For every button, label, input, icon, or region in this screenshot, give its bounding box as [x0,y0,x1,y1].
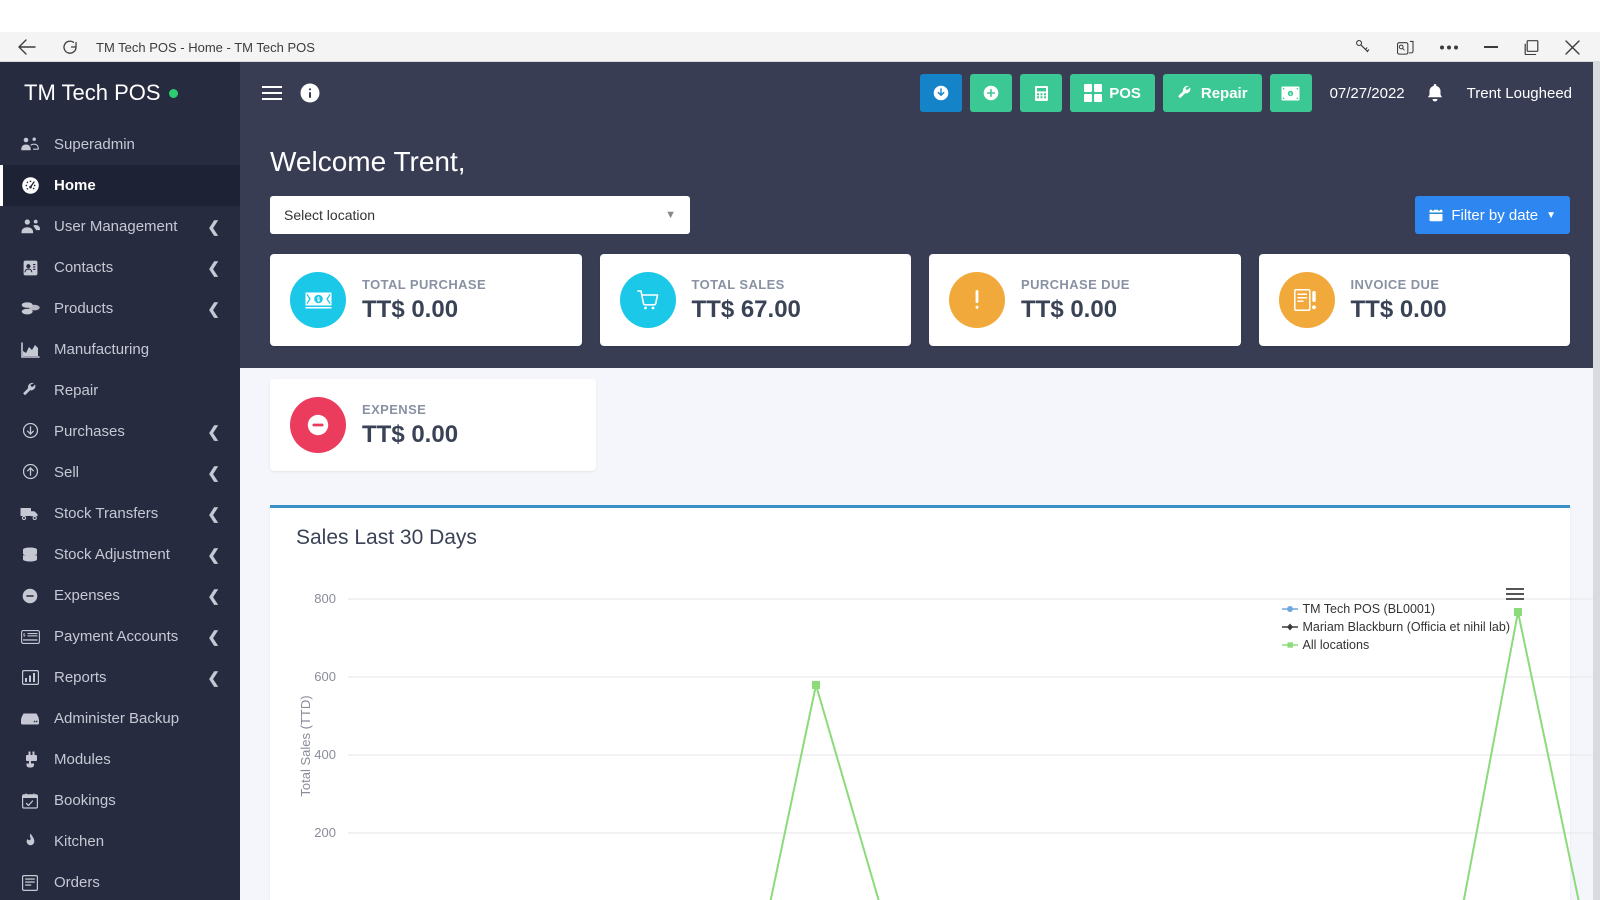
svg-text:600: 600 [314,669,336,684]
svg-text:Total Sales (TTD): Total Sales (TTD) [298,695,313,796]
svg-text:800: 800 [314,591,336,606]
svg-text:200: 200 [314,825,336,840]
svg-text:400: 400 [314,747,336,762]
svg-text:$: $ [1290,92,1292,96]
